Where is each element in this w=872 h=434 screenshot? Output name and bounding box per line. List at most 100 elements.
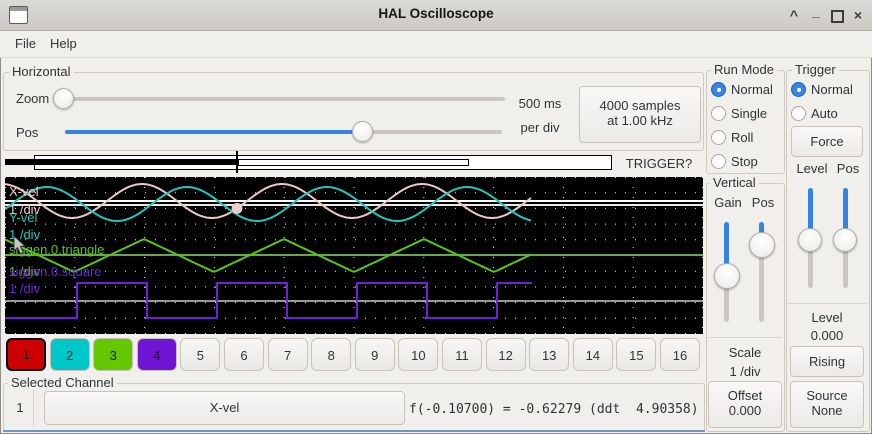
maximize-button[interactable] — [831, 10, 844, 23]
radio-run-single-label: Single — [731, 106, 768, 121]
trigger-level-slider-handle[interactable] — [798, 228, 822, 252]
horizontal-groupbox — [3, 72, 704, 151]
radio-run-roll-label: Roll — [731, 130, 754, 145]
trace-siggen.0.triangle — [4, 238, 532, 273]
selected-channel-separator — [33, 390, 34, 427]
pos-slider-handle[interactable] — [352, 121, 373, 142]
channel-button-13[interactable]: 13 — [529, 338, 570, 371]
menu-file[interactable]: File — [15, 36, 36, 51]
scope-label-X-vel: X-vel — [9, 184, 39, 199]
trigger-point-marker — [231, 202, 243, 214]
scale-label: Scale — [728, 345, 762, 360]
titlebar: HAL Oscilloscope ^ _ × — [0, 0, 872, 31]
window-icon — [9, 6, 28, 24]
trigger-legend: Trigger — [792, 63, 839, 77]
pos-label: Pos — [16, 125, 39, 140]
trigger-pos-label: Pos — [836, 161, 860, 176]
channel-button-14[interactable]: 14 — [572, 338, 613, 371]
trigger-source-button[interactable]: Source None — [790, 381, 864, 428]
trigger-separator — [787, 303, 867, 304]
radio-trigger-auto[interactable] — [791, 106, 806, 121]
channel-button-15[interactable]: 15 — [616, 338, 657, 371]
selected-channel-legend: Selected Channel — [8, 376, 117, 390]
radio-run-roll[interactable] — [711, 130, 726, 145]
selected-channel-number: 1 — [16, 400, 24, 415]
channel-value-readout: f(-0.10700) = -0.62279 (ddt 4.90358) — [409, 402, 699, 417]
channel-button-16[interactable]: 16 — [660, 338, 700, 371]
channel-button-1[interactable]: 1 — [6, 338, 46, 371]
scope-label-Y-vel: Y-vel — [9, 210, 38, 225]
trigger-source-value: None — [811, 403, 843, 418]
radio-run-normal-label: Normal — [731, 82, 773, 97]
channel-button-12[interactable]: 12 — [485, 338, 526, 371]
channel-button-9[interactable]: 9 — [354, 338, 395, 371]
gain-slider-handle[interactable] — [714, 263, 740, 289]
trigger-level-value: 0.000 — [810, 328, 844, 343]
trigger-level-value-label: Level — [811, 310, 843, 325]
record-bar-window — [238, 159, 469, 166]
minimize-button[interactable]: _ — [812, 3, 820, 19]
offset-button-label: Offset — [727, 388, 763, 403]
channel-button-4[interactable]: 4 — [136, 338, 177, 371]
sample-rate-button[interactable]: 4000 samples at 1.00 kHz — [579, 86, 701, 143]
vpos-slider-handle[interactable] — [749, 232, 775, 258]
channel-button-3[interactable]: 3 — [93, 338, 134, 371]
zoom-label: Zoom — [16, 91, 50, 106]
channel-button-2[interactable]: 2 — [49, 338, 90, 371]
trigger-groupbox — [786, 70, 870, 432]
trigger-edge-button[interactable]: Rising — [790, 346, 864, 377]
shade-button[interactable]: ^ — [789, 7, 799, 23]
scope-scale-siggen.0.square: 1 /div — [9, 281, 41, 296]
scope-screen[interactable]: X-vel 1 /div Y-vel 1 /div siggen.0.triangle 1… — [4, 177, 703, 334]
mouse-cursor-icon — [13, 235, 27, 255]
trace-Y-vel — [4, 186, 532, 222]
bottom-accent-line — [3, 430, 705, 432]
radio-run-normal[interactable] — [711, 82, 726, 97]
close-button[interactable]: × — [853, 7, 863, 23]
offset-button[interactable]: Offset 0.000 — [708, 381, 782, 428]
channel-button-5[interactable]: 5 — [180, 338, 221, 371]
record-bar-captured — [5, 159, 238, 165]
vpos-slider-track[interactable] — [759, 222, 764, 322]
zoom-slider-track[interactable] — [53, 97, 505, 101]
gain-slider-fill — [724, 222, 729, 266]
record-bar-trigger-mark — [236, 151, 238, 173]
vertical-separator — [707, 337, 782, 338]
window-title: HAL Oscilloscope — [378, 6, 494, 21]
scope-label-siggen.0.triangle: siggen.0.triangle — [9, 242, 105, 257]
trigger-status-label: TRIGGER? — [625, 156, 693, 171]
run-mode-legend: Run Mode — [711, 63, 777, 77]
vpos-slider-fill — [759, 222, 764, 235]
scope-scale-siggen.0.triangle: 1 /div — [9, 264, 41, 279]
trigger-level-label: Level — [796, 161, 828, 176]
zoom-slider-handle[interactable] — [53, 88, 74, 109]
radio-run-stop[interactable] — [711, 154, 726, 169]
channel-button-7[interactable]: 7 — [267, 338, 308, 371]
radio-trigger-auto-label: Auto — [811, 106, 838, 121]
vertical-legend: Vertical — [710, 176, 759, 190]
trigger-level-slider-fill — [808, 188, 813, 232]
menubar: File Help — [0, 31, 872, 58]
vertical-pos-label: Pos — [751, 195, 775, 210]
channel-source-button[interactable]: X-vel — [44, 391, 405, 425]
radio-run-single[interactable] — [711, 106, 726, 121]
channel-button-8[interactable]: 8 — [311, 338, 352, 371]
scale-value: 1 /div — [729, 364, 761, 379]
sample-count: 4000 samples — [599, 98, 681, 113]
scope-canvas — [4, 177, 703, 334]
channel-button-11[interactable]: 11 — [442, 338, 482, 371]
force-button[interactable]: Force — [791, 126, 863, 157]
trigger-pos-slider-handle[interactable] — [833, 228, 857, 252]
scope-label-siggen.0.square: siggen.0.square — [9, 264, 102, 279]
channel-button-10[interactable]: 10 — [398, 338, 439, 371]
channel-button-6[interactable]: 6 — [224, 338, 264, 371]
pos-slider-fill — [65, 130, 363, 134]
sample-rate: at 1.00 kHz — [607, 113, 673, 128]
offset-button-value: 0.000 — [728, 403, 762, 418]
trace-siggen.0.square — [5, 282, 532, 319]
menu-help[interactable]: Help — [50, 36, 77, 51]
radio-trigger-normal[interactable] — [791, 82, 806, 97]
scope-scale-Y-vel: 1 /div — [9, 227, 41, 242]
radio-trigger-normal-label: Normal — [811, 82, 853, 97]
